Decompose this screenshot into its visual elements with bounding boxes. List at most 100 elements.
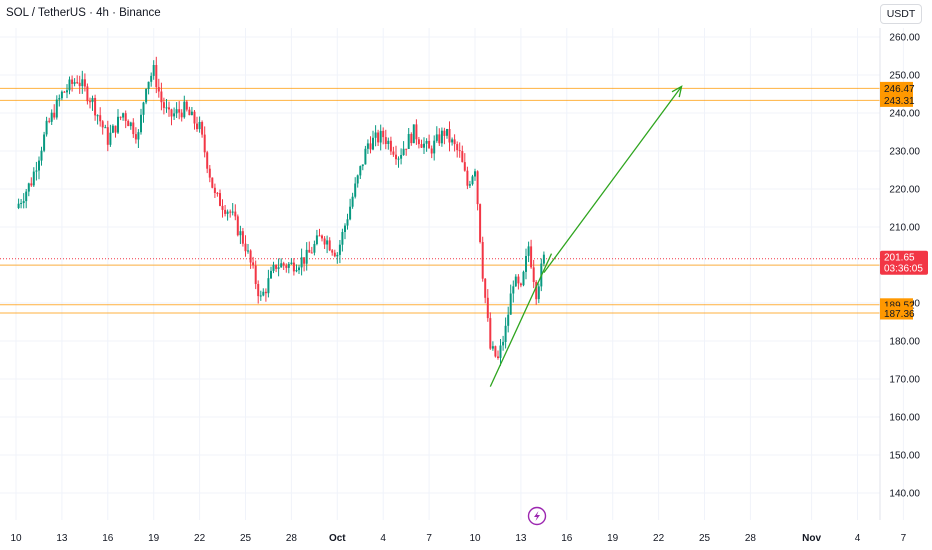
candle-body [366,143,369,149]
candle-body [40,150,43,161]
candle-body [481,242,484,279]
candle-body [387,140,390,144]
candle-body [127,120,130,127]
candle-body [499,345,502,358]
candle-body [522,271,525,286]
currency-selector[interactable]: USDT [880,4,922,24]
candle-body [369,143,372,150]
candle-body [99,115,102,122]
candle-body [20,203,23,204]
candle-body [180,112,183,118]
candle-body [150,75,153,82]
candle-body [440,130,443,144]
x-tick-label: 25 [240,533,252,544]
candle-body [45,120,48,135]
candle-body [262,291,265,296]
candle-body [463,162,466,171]
candle-body [162,102,165,108]
candle-body [471,176,474,185]
candle-body [198,122,201,130]
candle-body [344,225,346,232]
candle-body [173,113,176,117]
candle-body [443,130,446,136]
candle-body [17,203,20,208]
x-tick-label: 4 [380,533,386,544]
candle-body [512,286,515,294]
candle-body [374,132,377,138]
current-price-label: 201.65 [884,253,915,264]
candle-body [407,134,410,149]
candle-body [188,109,191,116]
trend-line [489,253,553,387]
candle-body [428,141,431,149]
y-tick-label: 180.00 [889,337,920,348]
y-tick-label: 240.00 [889,109,920,120]
candle-body [58,98,61,100]
candle-body [43,134,46,151]
candle-body [379,130,382,143]
candle-body [494,346,497,357]
x-tick-label: 16 [561,533,573,544]
candle-body [211,177,214,188]
candle-body [91,98,94,103]
x-tick-label: 10 [469,533,481,544]
candle-body [201,122,204,135]
candle-body [213,187,216,193]
candle-body [328,240,331,251]
candle-body [461,151,464,163]
candle-body [48,120,51,122]
candle-body [71,79,74,84]
lightning-bolt-icon[interactable] [527,506,547,526]
candle-body [178,109,181,113]
candle-body [509,293,512,315]
candle-body [537,286,540,300]
candle-body [395,154,397,160]
x-tick-label: 10 [10,533,22,544]
candle-body [25,191,28,202]
candle-body [38,160,40,171]
y-tick-label: 250.00 [889,71,920,82]
candle-body [415,124,418,140]
x-tick-label: 4 [855,533,861,544]
candle-body [147,81,150,89]
candle-body [453,139,456,145]
candle-body [326,240,329,245]
x-tick-label: 13 [515,533,527,544]
candle-body [356,175,359,184]
level-price-tag [880,306,913,320]
candle-body [249,250,252,263]
candle-body [109,132,112,145]
candle-body [119,116,122,118]
candle-body [63,91,66,93]
y-tick-label: 220.00 [889,185,920,196]
candle-body [267,278,270,294]
x-tick-label: 22 [194,533,206,544]
candle-body [137,132,140,140]
candle-body [50,112,53,122]
candle-body [285,265,288,268]
candle-body [519,283,522,286]
y-tick-label: 150.00 [889,451,920,462]
candle-body [183,101,186,118]
x-tick-label: 25 [699,533,711,544]
grid-layer [0,28,904,520]
candle-body [351,196,354,207]
candle-body [456,144,459,151]
level-price-label: 189.52 [884,301,915,312]
candle-body [349,206,352,220]
candle-body [114,125,117,133]
candle-body [73,82,76,84]
y-tick-label: 230.00 [889,147,920,158]
candle-body [155,65,158,88]
x-tick-label: Nov [802,533,821,544]
candle-body [27,183,30,192]
x-axis-ticks: 10 13 16 19 22 25 28 Oct 4 7 10 13 16 19 22 25 28 Nov 4 7 [10,533,906,544]
candle-body [474,171,476,177]
candle-body [247,250,249,252]
y-tick-label: 170.00 [889,375,920,386]
candle-body [259,295,262,297]
candle-body [117,116,119,133]
candle-body [333,252,336,257]
candle-body [504,325,507,342]
